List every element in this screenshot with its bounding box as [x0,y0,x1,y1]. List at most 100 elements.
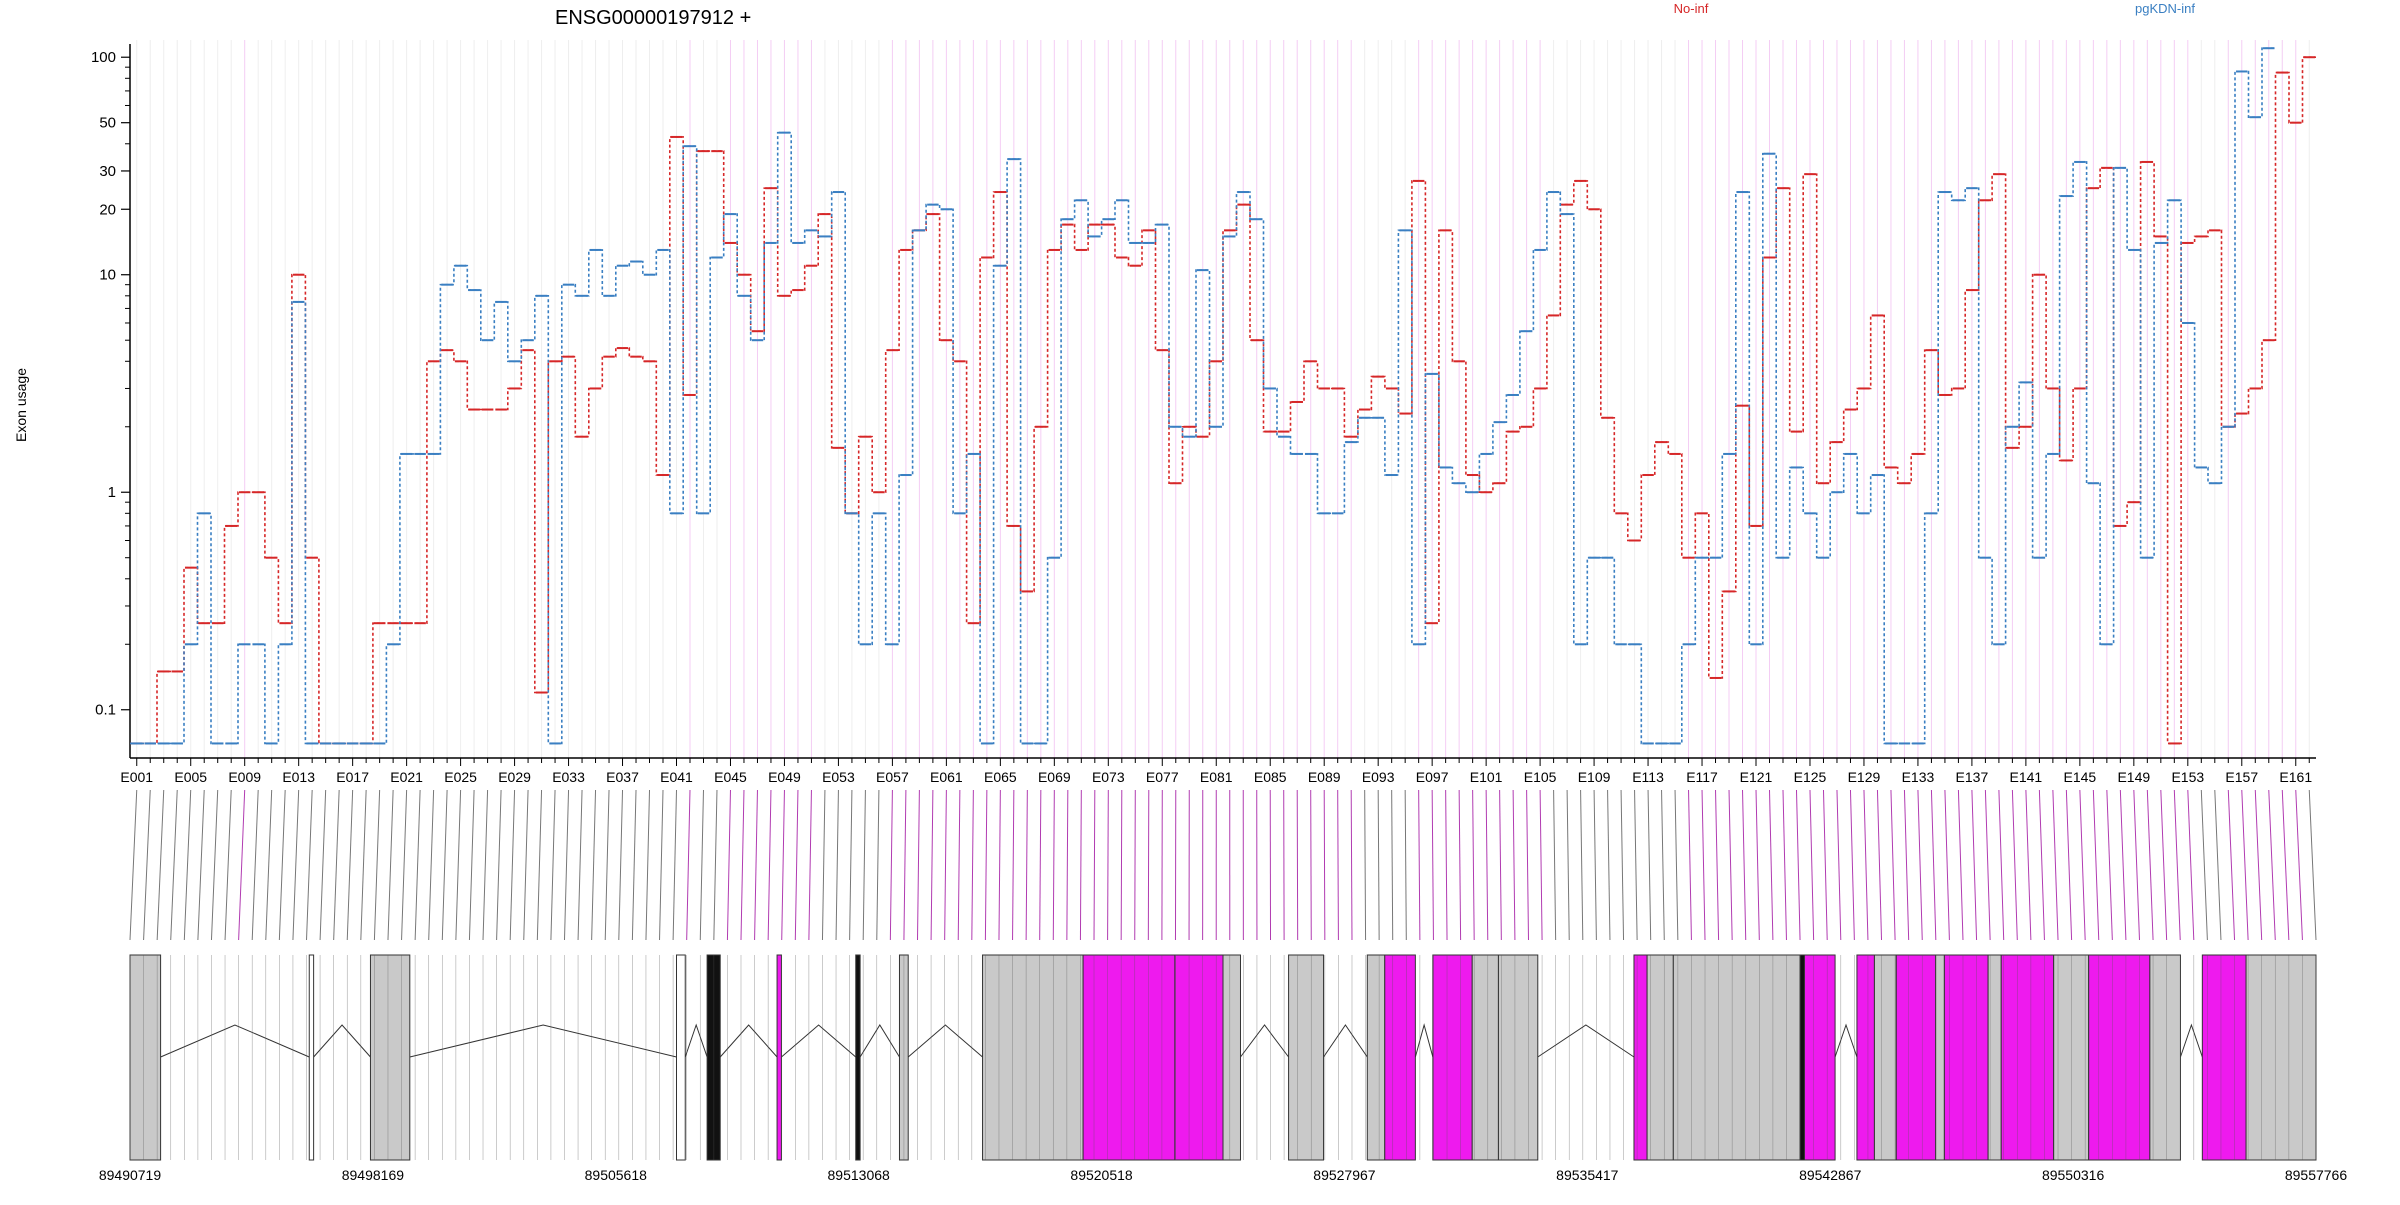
exon-block [1896,955,1935,1160]
exon-connector [1743,790,1746,940]
exon-connector [130,790,137,940]
exon-connector [1891,790,1895,940]
y-tick-label: 10 [99,267,116,284]
genomic-tick-label: 89490719 [99,1167,162,1183]
y-tick-label: 0.1 [95,702,116,719]
exon-connector [850,790,852,940]
exon-connector [1094,790,1095,940]
exon-connector [361,790,366,940]
exon-connector [1716,790,1719,940]
exon-block [2054,955,2089,1160]
exon-tick-label: E025 [444,769,477,785]
exon-connector [320,790,326,940]
exon-connector [782,790,785,940]
exon-connector [2296,790,2303,940]
exon-connector [2039,790,2044,940]
y-tick-label: 1 [108,484,116,501]
exon-connector [239,790,245,940]
exon-connector [1013,790,1014,940]
intron-line [1538,1025,1634,1057]
exon-connector [1608,790,1610,940]
exon-block [1472,955,1498,1160]
exon-connector [2215,790,2221,940]
exon-tick-label: E141 [2010,769,2043,785]
vertical-grid [137,40,2310,758]
exon-tick-label: E145 [2064,769,2097,785]
exon-connector [1486,790,1488,940]
exon-connector [157,790,164,940]
exon-connector [1648,790,1651,940]
exon-connector [1405,790,1406,940]
exon-block [1385,955,1416,1160]
exon-connector [727,790,730,940]
exon-connector [374,790,379,940]
exon-connector [334,790,339,940]
exon-connector [972,790,974,940]
exon-tick-label: E005 [174,769,207,785]
exon-tick-label: E045 [714,769,747,785]
exon-connector [673,790,676,940]
y-tick-label: 100 [91,49,116,66]
exon-tick-label: E057 [876,769,909,785]
exon-connector [2228,790,2234,940]
exon-block [2246,955,2316,1160]
exon-connector [1581,790,1583,940]
exon-connector [1796,790,1800,940]
exon-connector [456,790,461,940]
exon-connector [999,790,1000,940]
genomic-tick-label: 89505618 [585,1167,648,1183]
exon-connector [2147,790,2153,940]
exon-tick-label: E013 [282,769,315,785]
exon-connector [1459,790,1460,940]
exon-connector [1080,790,1081,940]
exon-connector [2107,790,2112,940]
exon-connector [768,790,771,940]
exon-tick-label: E053 [822,769,855,785]
exon-tick-label: E125 [1794,769,1827,785]
intron-line [1835,1025,1857,1057]
exon-connector [687,790,690,940]
exon-connector [442,790,447,940]
genomic-tick-label: 89520518 [1070,1167,1133,1183]
exon-block [677,955,686,1160]
intron-line [720,1025,777,1057]
exon-connector [388,790,393,940]
exon-connector [2242,790,2248,940]
exon-connector [483,790,488,940]
exon-connector [931,790,933,940]
exon-block [1944,955,1988,1160]
exon-connector [1121,790,1122,940]
intron-line [161,1025,310,1057]
exon-connector [755,790,758,940]
exon-connector [1594,790,1596,940]
genomic-tick-label: 89535417 [1556,1167,1619,1183]
exon-tick-label: E069 [1038,769,1071,785]
exon-connectors [130,790,2316,940]
exon-connector [1972,790,1977,940]
exon-connector [646,790,650,940]
exon-connector [1837,790,1841,940]
exon-connector [2080,790,2085,940]
exon-block [777,955,781,1160]
exon-block [2089,955,2150,1160]
exon-connector [2093,790,2098,940]
exon-connector [144,790,151,940]
exon-connector [2269,790,2275,940]
exon-connector [2026,790,2031,940]
exon-tick-label: E161 [2279,769,2312,785]
genomic-tick-label: 89498169 [342,1167,405,1183]
exon-block [1223,955,1240,1160]
exon-block [856,955,860,1160]
exon-connector [1067,790,1068,940]
exon-tick-label: E033 [552,769,585,785]
exon-connector [1540,790,1542,940]
exon-connector [1554,790,1556,940]
exon-block [1804,955,1835,1160]
chart-title: ENSG00000197912 + [555,7,751,29]
exon-block [1874,955,1896,1160]
exon-block [1647,955,1673,1160]
